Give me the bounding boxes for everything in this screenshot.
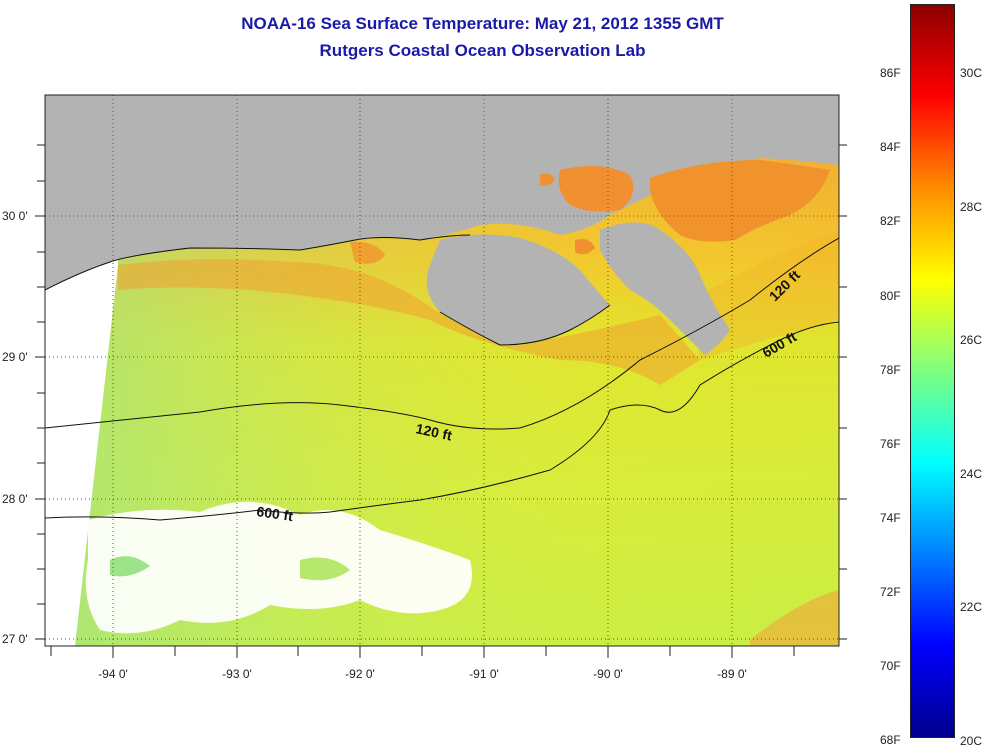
delta-lobe: [600, 222, 730, 355]
fahrenheit-label: 76F: [880, 437, 901, 451]
map-subtitle: Rutgers Coastal Ocean Observation Lab: [319, 41, 646, 60]
axis-ticks: [35, 144, 847, 658]
cloud-cover: [85, 501, 472, 634]
warm-coastal-water: [118, 259, 700, 385]
lon-label: -92 0': [345, 667, 375, 681]
map-data-area: [45, 95, 839, 646]
celsius-label: 26C: [960, 333, 983, 347]
contour-120ft: [45, 237, 839, 430]
small-lake: [575, 239, 595, 255]
lat-label: 30 0': [2, 209, 28, 223]
lat-label: 29 0': [2, 350, 28, 364]
mississippi-sound: [650, 160, 830, 242]
fahrenheit-label: 74F: [880, 511, 901, 525]
calcasieu-lake: [350, 241, 385, 264]
fahrenheit-label: 82F: [880, 214, 901, 228]
lat-label: 28 0': [2, 492, 28, 506]
celsius-label: 30C: [960, 66, 983, 80]
fahrenheit-label: 84F: [880, 140, 901, 154]
cloud-gap: [300, 557, 350, 581]
graticule: [45, 95, 839, 646]
lat-label: 27 0': [2, 632, 28, 646]
fahrenheit-label: 78F: [880, 363, 901, 377]
lon-label: -93 0': [222, 667, 252, 681]
coastline: [45, 234, 471, 291]
warm-southeast-water: [750, 590, 839, 646]
map-frame: [44, 94, 840, 647]
cloud-gap: [110, 556, 150, 577]
mississippi-delta: [426, 234, 610, 345]
lon-label: -94 0': [98, 667, 128, 681]
fahrenheit-label: 86F: [880, 66, 901, 80]
celsius-label: 28C: [960, 200, 983, 214]
lon-label: -91 0': [469, 667, 499, 681]
coastline-delta: [439, 304, 611, 346]
celsius-label: 24C: [960, 467, 983, 481]
land-area: [45, 95, 839, 290]
lon-label: -89 0': [717, 667, 747, 681]
contour-label-120ft: 120 ft: [414, 420, 453, 443]
fahrenheit-label: 70F: [880, 659, 901, 673]
fahrenheit-label: 68F: [880, 733, 901, 747]
fahrenheit-label: 72F: [880, 585, 901, 599]
contour-600ft: [45, 321, 839, 521]
temperature-colorbar: [910, 4, 955, 738]
lake-pontchartrain: [558, 166, 634, 212]
celsius-label: 20C: [960, 734, 983, 748]
celsius-label: 22C: [960, 600, 983, 614]
contour-label-600ft: 600 ft: [256, 503, 295, 524]
fahrenheit-label: 80F: [880, 289, 901, 303]
small-lake: [540, 173, 555, 186]
map-title: NOAA-16 Sea Surface Temperature: May 21,…: [241, 14, 724, 33]
lon-label: -90 0': [593, 667, 623, 681]
